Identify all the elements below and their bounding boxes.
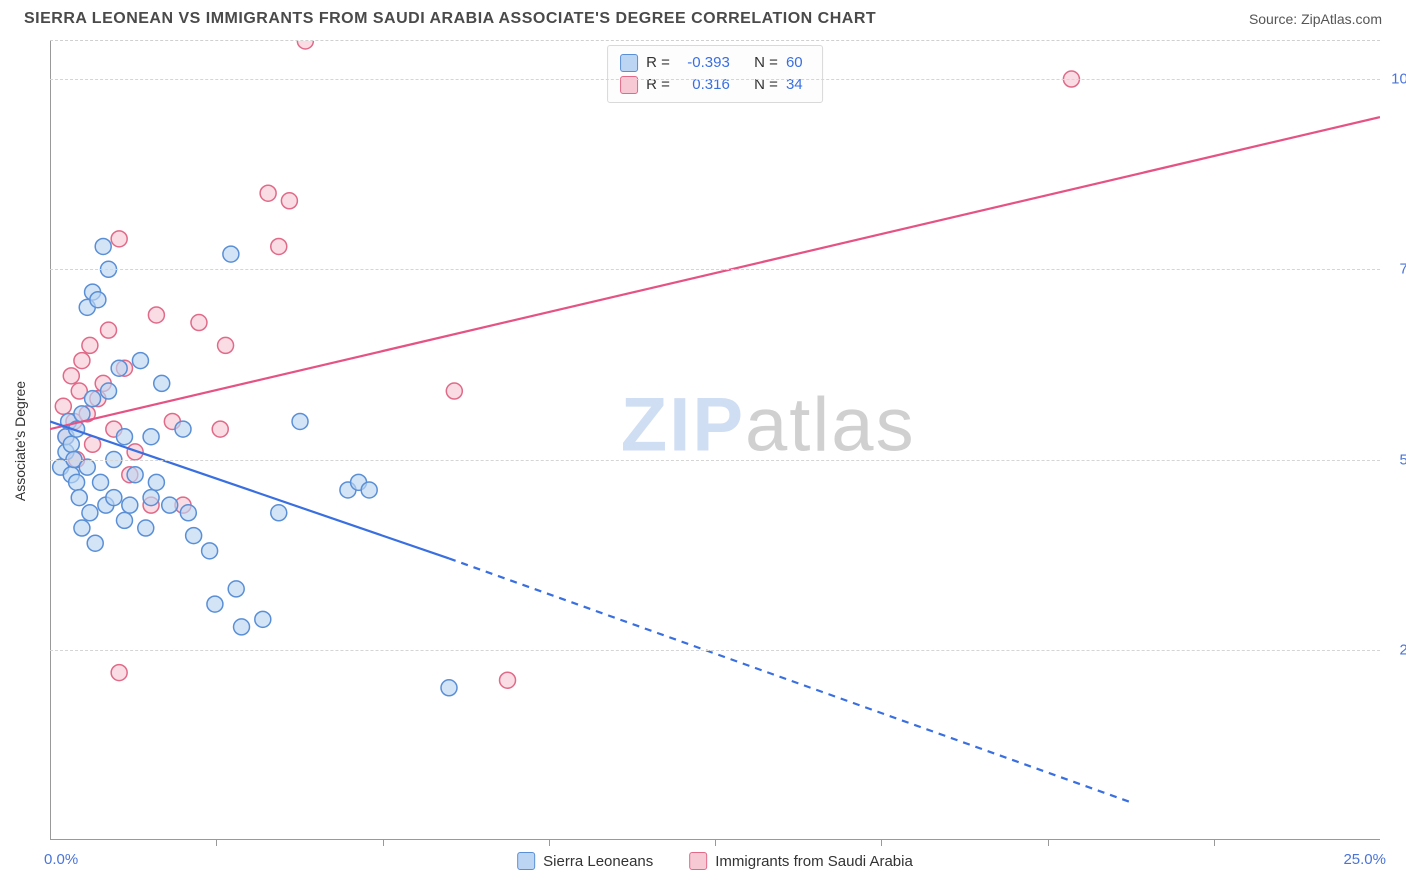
r-value-a: -0.393 (678, 52, 730, 74)
data-point (74, 353, 90, 369)
y-axis-label: Associate's Degree (12, 380, 28, 500)
data-point (212, 421, 228, 437)
legend-stats: R = -0.393 N = 60 R = 0.316 N = 34 (607, 45, 823, 103)
data-point (82, 337, 98, 353)
plot-svg (50, 41, 1380, 840)
x-tick (1048, 840, 1049, 846)
x-tick (383, 840, 384, 846)
gridline-h (50, 269, 1380, 270)
x-end-label: 25.0% (1343, 851, 1386, 868)
data-point (441, 680, 457, 696)
data-point (148, 307, 164, 323)
trend-line (50, 117, 1380, 429)
n-value-b: 34 (786, 74, 810, 96)
data-point (63, 368, 79, 384)
data-point (180, 505, 196, 521)
data-point (446, 383, 462, 399)
x-tick (549, 840, 550, 846)
x-tick (715, 840, 716, 846)
data-point (260, 185, 276, 201)
data-point (111, 360, 127, 376)
legend-item-b: Immigrants from Saudi Arabia (689, 852, 913, 870)
series-b-name: Immigrants from Saudi Arabia (715, 853, 913, 870)
trend-line (449, 558, 1130, 802)
data-point (82, 505, 98, 521)
data-point (95, 238, 111, 254)
data-point (138, 520, 154, 536)
legend-stats-row-b: R = 0.316 N = 34 (620, 74, 810, 96)
swatch-series-a (620, 54, 638, 72)
gridline-h (50, 460, 1380, 461)
data-point (55, 398, 71, 414)
data-point (111, 665, 127, 681)
data-point (162, 497, 178, 513)
data-point (71, 490, 87, 506)
data-point (87, 535, 103, 551)
gridline-h (50, 79, 1380, 80)
data-point (85, 391, 101, 407)
data-point (500, 672, 516, 688)
data-point (106, 490, 122, 506)
data-point (281, 193, 297, 209)
data-point (218, 337, 234, 353)
data-point (74, 520, 90, 536)
x-tick (216, 840, 217, 846)
data-point (111, 231, 127, 247)
data-point (127, 467, 143, 483)
data-point (154, 375, 170, 391)
swatch-series-b (689, 852, 707, 870)
swatch-series-a (517, 852, 535, 870)
data-point (116, 512, 132, 528)
data-point (143, 490, 159, 506)
data-point (101, 322, 117, 338)
y-tick-label: 100.0% (1386, 71, 1406, 88)
data-point (90, 292, 106, 308)
data-point (63, 436, 79, 452)
data-point (228, 581, 244, 597)
y-tick-label: 75.0% (1386, 261, 1406, 278)
legend-stats-row-a: R = -0.393 N = 60 (620, 52, 810, 74)
data-point (122, 497, 138, 513)
correlation-chart: Associate's Degree 0.0% 25.0% ZIPatlas R… (50, 40, 1380, 840)
x-tick (1214, 840, 1215, 846)
series-a-name: Sierra Leoneans (543, 853, 653, 870)
n-label: N = (754, 74, 778, 96)
source-label: Source: ZipAtlas.com (1249, 11, 1382, 27)
data-point (93, 474, 109, 490)
data-point (79, 459, 95, 475)
gridline-h (50, 650, 1380, 651)
data-point (297, 41, 313, 49)
data-point (116, 429, 132, 445)
x-origin-label: 0.0% (44, 851, 78, 868)
data-point (207, 596, 223, 612)
data-point (223, 246, 239, 262)
y-tick-label: 25.0% (1386, 641, 1406, 658)
data-point (69, 474, 85, 490)
data-point (271, 238, 287, 254)
data-point (255, 611, 271, 627)
r-value-b: 0.316 (678, 74, 730, 96)
legend-series: Sierra Leoneans Immigrants from Saudi Ar… (517, 852, 913, 870)
data-point (132, 353, 148, 369)
data-point (234, 619, 250, 635)
data-point (292, 413, 308, 429)
data-point (148, 474, 164, 490)
data-point (101, 383, 117, 399)
data-point (186, 528, 202, 544)
data-point (175, 421, 191, 437)
data-point (191, 315, 207, 331)
data-point (202, 543, 218, 559)
data-point (361, 482, 377, 498)
data-point (143, 429, 159, 445)
r-label: R = (646, 52, 670, 74)
n-label: N = (754, 52, 778, 74)
r-label: R = (646, 74, 670, 96)
page-title: SIERRA LEONEAN VS IMMIGRANTS FROM SAUDI … (24, 10, 876, 28)
x-tick (881, 840, 882, 846)
y-tick-label: 50.0% (1386, 451, 1406, 468)
data-point (271, 505, 287, 521)
n-value-a: 60 (786, 52, 810, 74)
legend-item-a: Sierra Leoneans (517, 852, 653, 870)
